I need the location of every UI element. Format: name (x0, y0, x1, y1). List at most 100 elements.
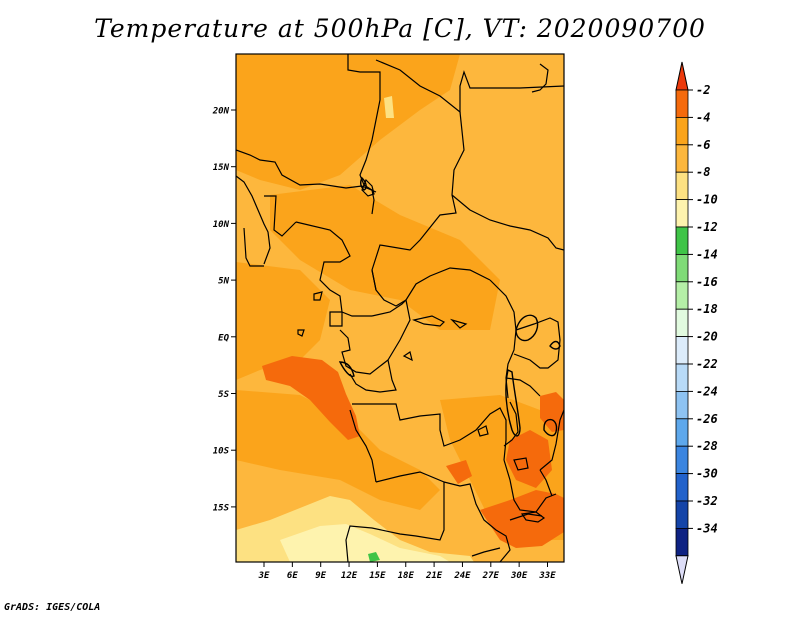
border-path (264, 195, 297, 237)
border-path (243, 227, 264, 267)
colorbar-label: -12 (696, 220, 718, 234)
temperature-field (236, 54, 564, 562)
footer-credit: GrADS: IGES/COLA (4, 602, 101, 613)
border-path (411, 315, 446, 327)
field-region-cool-patch-north (384, 96, 394, 118)
colorbar-swatch (675, 199, 689, 228)
colorbar-label: -14 (696, 247, 718, 261)
field-region-hot-zambia (446, 460, 472, 484)
border-path (345, 471, 445, 562)
border-path (503, 459, 557, 513)
colorbar-label: -18 (696, 302, 718, 316)
border-path (371, 269, 377, 291)
colorbar-bottom-arrow (675, 555, 689, 584)
colorbar-label: -10 (696, 193, 718, 207)
lon-tick-label: 33E (538, 571, 556, 581)
colorbar-swatch (675, 144, 689, 173)
lon-tick-label: 30E (510, 571, 528, 581)
lon-tick-label: 15E (369, 571, 386, 581)
lat-tick-label: 5N (218, 277, 229, 287)
border-path (539, 469, 553, 497)
border-path (352, 403, 507, 461)
colorbar-label: -32 (696, 494, 718, 508)
lat-tick-label: 20N (212, 107, 230, 117)
border-path (503, 401, 519, 447)
colorbar-label: -8 (696, 165, 710, 179)
field-region-cold-spot (368, 552, 380, 562)
border-path (509, 513, 543, 521)
colorbar-swatch (675, 117, 689, 146)
colorbar-label: -26 (696, 412, 718, 426)
field-region-warm-west (236, 262, 330, 380)
border-path (451, 194, 564, 251)
colorbar-label: -16 (696, 275, 718, 289)
map-title: Temperature at 500hPa [C], VT: 202009070… (94, 14, 706, 43)
lat-tick-label: 15S (213, 503, 230, 513)
colorbar: -2 -4 -6 -8 -10 -12 -14 -16 -18 -20 -22 -24 -26 -28 -3… (675, 61, 718, 584)
border-path (236, 175, 271, 265)
lon-tick-label: 21E (425, 571, 443, 581)
border-path (520, 511, 546, 523)
border-path (531, 63, 549, 93)
colorbar-swatch (675, 500, 689, 529)
colorbar-swatch (675, 226, 689, 255)
longitude-axis: 3E 6E 9E 12E 15E 18E 21E 24E 27E 30E 33E (258, 562, 556, 581)
lon-tick-label: 27E (482, 571, 500, 581)
colorbar-swatch (675, 171, 689, 200)
colorbar-top-arrow (675, 61, 689, 91)
lon-tick-label: 12E (341, 571, 358, 581)
border-path (477, 425, 489, 437)
colorbar-label: -2 (696, 83, 710, 97)
border-path (449, 318, 468, 329)
border-path (402, 351, 413, 362)
border-path (375, 59, 564, 114)
country-borders (236, 54, 564, 562)
lon-tick-label: 18E (398, 571, 415, 581)
colorbar-swatch (675, 390, 689, 420)
colorbar-swatch (675, 89, 689, 118)
lakes (338, 176, 561, 437)
lat-tick-label: EQ (218, 333, 229, 343)
border-path (297, 329, 305, 337)
border-path (236, 149, 363, 189)
field-region-warm-north (236, 54, 460, 190)
field-region-cooler-kalahari (280, 524, 450, 562)
lake-path (549, 340, 561, 350)
colorbar-label: -20 (696, 330, 718, 344)
latitude-axis: 20N 15N 10N 5N EQ 5S 10S 15S (212, 107, 236, 513)
colorbar-swatch (675, 336, 689, 365)
lon-tick-label: 6E (287, 571, 298, 581)
lat-tick-label: 15N (213, 163, 230, 173)
border-path (513, 457, 529, 471)
colorbar-swatch (675, 445, 689, 475)
lon-tick-label: 9E (315, 571, 326, 581)
lake-path (338, 361, 355, 377)
border-path (471, 547, 501, 557)
field-region-warm-south (236, 390, 440, 510)
colorbar-swatch (675, 253, 689, 283)
lat-tick-label: 10S (213, 447, 230, 457)
colorbar-swatch (675, 473, 689, 502)
colorbar-label: -30 (696, 467, 718, 481)
field-region-hot-angola (262, 356, 360, 440)
colorbar-label: -4 (696, 110, 710, 124)
border-path (349, 359, 397, 393)
colorbar-swatch (675, 528, 689, 557)
lon-tick-label: 24E (453, 571, 471, 581)
field-region-warm-central (270, 185, 500, 330)
colorbar-label: -22 (696, 357, 718, 371)
lon-tick-label: 3E (258, 571, 270, 581)
colorbar-swatch (675, 418, 689, 447)
lake-path (543, 418, 558, 437)
colorbar-swatch (675, 308, 689, 338)
border-path (349, 409, 377, 483)
colorbar-label: -28 (696, 439, 718, 453)
border-path (539, 409, 564, 471)
colorbar-label: -6 (696, 138, 710, 152)
lat-tick-label: 5S (218, 390, 229, 400)
field-region-hot-east-1 (506, 430, 552, 488)
colorbar-swatch (675, 363, 689, 392)
lake-path (359, 176, 367, 191)
map-area (236, 54, 564, 562)
border-path (443, 481, 511, 562)
